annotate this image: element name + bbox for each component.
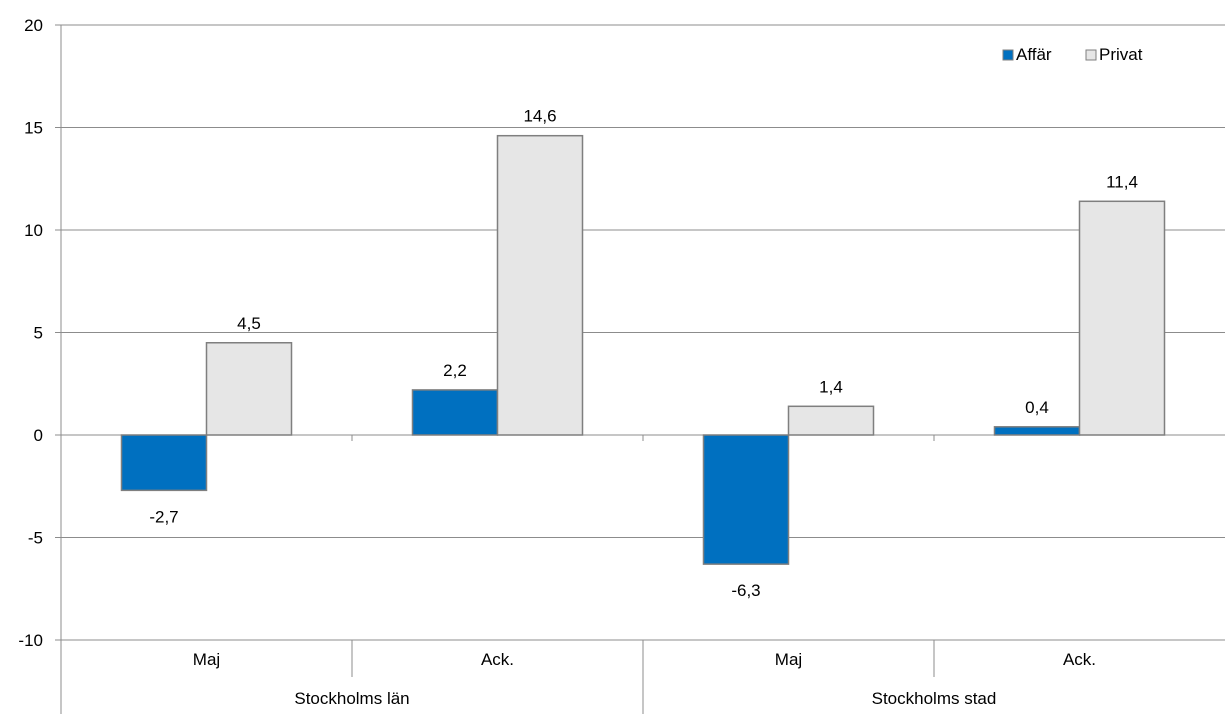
- y-tick-label: 20: [24, 16, 43, 35]
- y-tick-labels: -10 -5 0 5 10 15 20: [18, 16, 43, 650]
- y-tick-label: -5: [28, 529, 43, 548]
- data-label: 11,4: [1106, 172, 1138, 191]
- legend-swatch: [1086, 50, 1096, 60]
- bar-affr: [413, 390, 498, 435]
- legend-swatch: [1003, 50, 1013, 60]
- legend: Affär Privat: [1003, 45, 1143, 64]
- x-tick-label: Maj: [775, 650, 802, 669]
- data-label: 1,4: [819, 377, 843, 396]
- bar-affr: [995, 427, 1080, 435]
- data-label: 0,4: [1025, 398, 1049, 417]
- bar-privat: [498, 136, 583, 435]
- y-tick-label: 0: [34, 426, 43, 445]
- x-tick-label: Ack.: [1063, 650, 1096, 669]
- bar-affr: [704, 435, 789, 564]
- data-label: 4,5: [237, 314, 261, 333]
- bars: [122, 136, 1165, 564]
- x-group-label: Stockholms län: [294, 689, 409, 708]
- x-tick-label: Ack.: [481, 650, 514, 669]
- data-label: 14,6: [523, 107, 556, 126]
- y-tick-label: 15: [24, 119, 43, 138]
- bar-affr: [122, 435, 207, 490]
- data-labels: -2,7 4,5 2,2 14,6 -6,3 1,4 0,4 11,4: [149, 107, 1138, 600]
- x-group-label: Stockholms stad: [872, 689, 997, 708]
- legend-label: Affär: [1016, 45, 1052, 64]
- bar-privat: [1080, 201, 1165, 435]
- bar-privat: [789, 406, 874, 435]
- x-tick-label: Maj: [193, 650, 220, 669]
- x-tick-labels: Maj Ack. Maj Ack. Stockholms län Stockholms s…: [193, 650, 1096, 708]
- data-label: -2,7: [149, 507, 178, 526]
- axes: [55, 25, 934, 714]
- y-tick-label: 10: [24, 221, 43, 240]
- legend-label: Privat: [1099, 45, 1143, 64]
- data-label: -6,3: [731, 581, 760, 600]
- data-label: 2,2: [443, 361, 467, 380]
- y-tick-label: 5: [34, 324, 43, 343]
- gridlines: [61, 25, 1225, 640]
- y-tick-label: -10: [18, 631, 43, 650]
- bar-privat: [207, 343, 292, 435]
